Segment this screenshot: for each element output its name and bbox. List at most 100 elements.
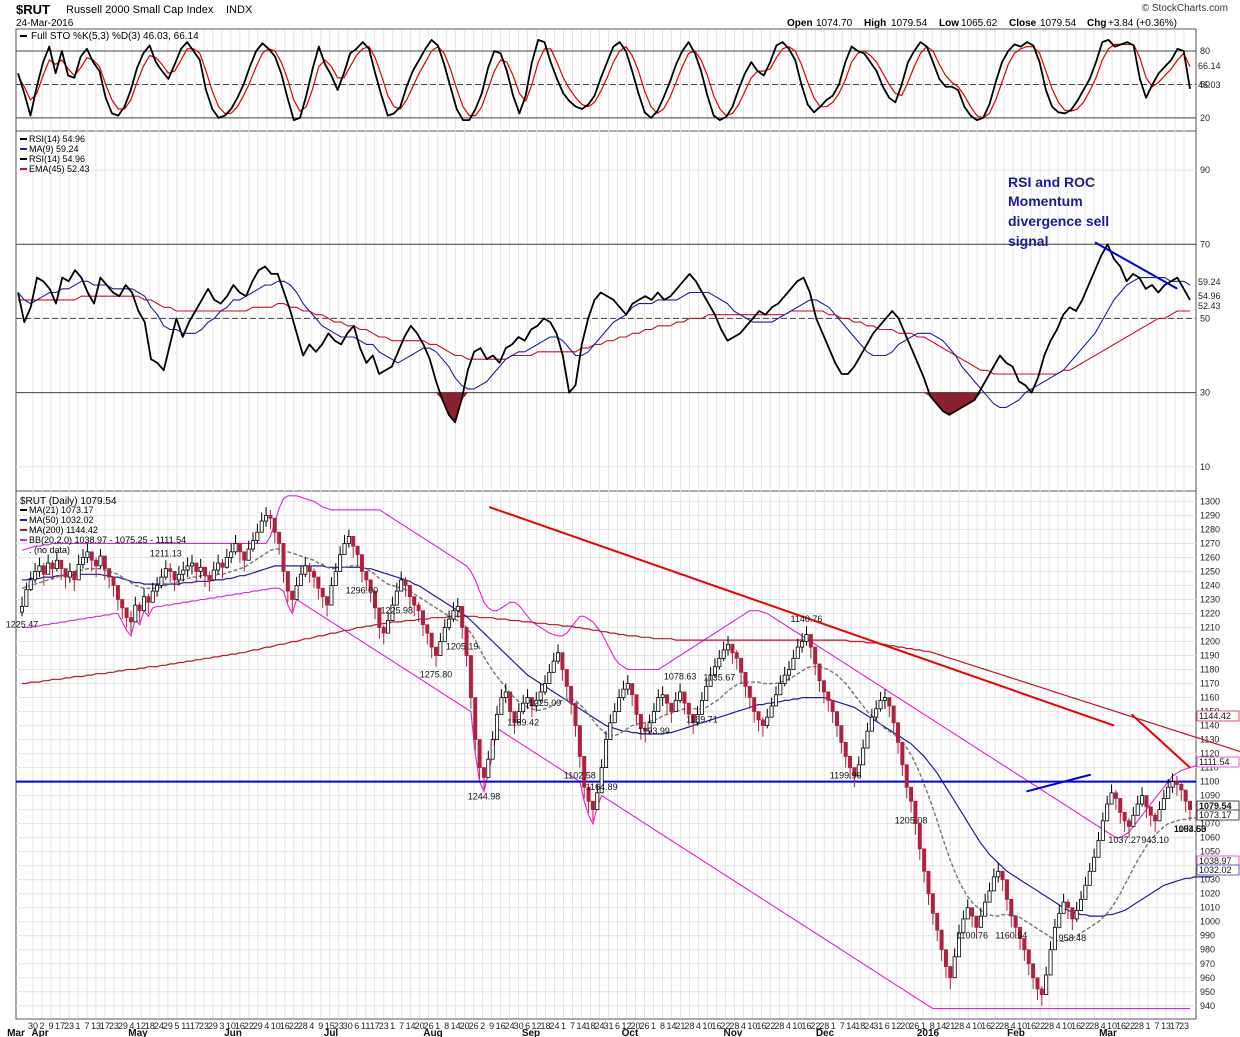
candle-body — [604, 739, 609, 769]
candle-body — [490, 739, 495, 760]
x-day-label: 1 — [561, 1021, 566, 1031]
candle-body — [442, 627, 447, 642]
price-tick-label: 1210 — [1200, 623, 1220, 633]
candle-body — [782, 674, 787, 684]
x-day-label: 23 — [199, 1021, 209, 1031]
rsi-line — [17, 243, 1191, 424]
candle-body — [473, 697, 478, 740]
candle-body — [621, 688, 626, 698]
price-tick-label: 1250 — [1200, 566, 1220, 576]
candle-body — [242, 551, 247, 561]
candle-body — [207, 575, 212, 581]
rsi-tick-label: 90 — [1200, 165, 1210, 175]
rsi-oversold-fill — [974, 392, 982, 401]
candle-body — [115, 585, 120, 600]
candle-body — [94, 559, 99, 567]
x-day-label: 24 — [595, 1021, 605, 1031]
candle-body — [377, 607, 382, 628]
candle-body — [137, 604, 142, 612]
candle-body — [185, 565, 190, 571]
candle-body — [900, 741, 905, 766]
candle-body — [599, 767, 604, 794]
candle-body — [495, 713, 500, 740]
price-legend-ma21: MA(21) 1073.17 — [29, 505, 94, 515]
price-tick-label: 1170 — [1200, 679, 1219, 689]
candle-body — [307, 565, 312, 572]
candle-body — [54, 559, 59, 570]
x-day-label: 16 — [981, 1021, 991, 1031]
price-legend-ma200: MA(200) 1144.42 — [29, 525, 98, 535]
stoch-tick-label: 80 — [1200, 46, 1210, 56]
quote-high-label: High — [864, 18, 886, 29]
candle-body — [468, 655, 473, 698]
candle-body — [272, 517, 277, 533]
x-month-label: Sep — [522, 1028, 540, 1037]
stoch-right-label: 66.14 — [1198, 61, 1221, 71]
x-day-label: 14 — [577, 1021, 587, 1031]
candle-body — [1126, 820, 1131, 827]
candle-body — [229, 551, 234, 558]
x-day-label: 7 — [399, 1021, 404, 1031]
candle-body — [630, 683, 635, 696]
candle-body — [957, 932, 962, 958]
x-day-label: 12 — [136, 1021, 146, 1031]
candle-body — [965, 907, 970, 920]
quote-box: Open 1074.70 High 1079.54 Low 1065.62 Cl… — [787, 18, 1177, 29]
x-day-label: 10 — [1107, 1021, 1117, 1031]
x-day-label: 15 — [325, 1021, 335, 1031]
price-right-label: 1038.97 — [1199, 856, 1232, 866]
candle-body — [1065, 901, 1070, 909]
candle-body — [503, 691, 508, 698]
x-month-label: Jun — [224, 1028, 242, 1037]
quote-close-value: 1079.54 — [1040, 18, 1077, 29]
x-day-label: 28 — [1134, 1021, 1144, 1031]
price-tick-label: 940 — [1200, 1001, 1215, 1011]
candle-body — [233, 543, 238, 553]
candle-body — [381, 627, 386, 634]
price-tick-label: 1230 — [1200, 594, 1220, 604]
candle-body — [346, 536, 351, 544]
candle-body — [874, 708, 879, 718]
candle-body — [695, 713, 700, 724]
x-day-label: 8 — [930, 1021, 935, 1031]
candle-body — [647, 722, 652, 732]
candle-body — [150, 590, 155, 603]
price-annotation: 1193.99 — [638, 726, 670, 736]
candle-body — [943, 949, 948, 967]
candle-body — [1109, 792, 1114, 805]
candle-body — [717, 657, 722, 668]
x-day-label: 1 — [1146, 1021, 1151, 1031]
candle-body — [277, 531, 282, 544]
candle-body — [407, 585, 412, 598]
x-day-label: 13 — [91, 1021, 101, 1031]
candle-body — [586, 786, 591, 802]
x-day-label: 22 — [990, 1021, 1000, 1031]
candle-body — [577, 725, 582, 757]
price-annotation: 1037.27 — [1108, 835, 1141, 845]
x-day-label: 14 — [666, 1021, 676, 1031]
candle-body — [76, 564, 81, 581]
candle-body — [682, 691, 687, 704]
x-day-label: 28 — [1044, 1021, 1054, 1031]
x-day-label: 23 — [379, 1021, 389, 1031]
x-day-label: 10 — [1062, 1021, 1072, 1031]
candle-body — [830, 699, 835, 712]
chart-date: 24-Mar-2016 — [16, 18, 74, 29]
candle-body — [935, 912, 940, 931]
candle-body — [891, 705, 896, 724]
x-day-label: 26 — [639, 1021, 649, 1031]
x-day-label: 28 — [819, 1021, 829, 1031]
candle-body — [821, 680, 826, 693]
x-day-label: 10 — [747, 1021, 757, 1031]
price-right-label: 1079.54 — [1199, 801, 1232, 811]
candle-body — [386, 620, 391, 634]
candle-body — [834, 711, 839, 726]
candle-body — [1118, 798, 1123, 813]
candle-body — [172, 571, 177, 581]
candle-body — [852, 767, 857, 777]
candle-body — [747, 685, 752, 698]
candle-body — [939, 929, 944, 951]
candle-body — [787, 669, 792, 676]
x-day-label: 28 — [1089, 1021, 1099, 1031]
x-day-label: 24 — [505, 1021, 515, 1031]
